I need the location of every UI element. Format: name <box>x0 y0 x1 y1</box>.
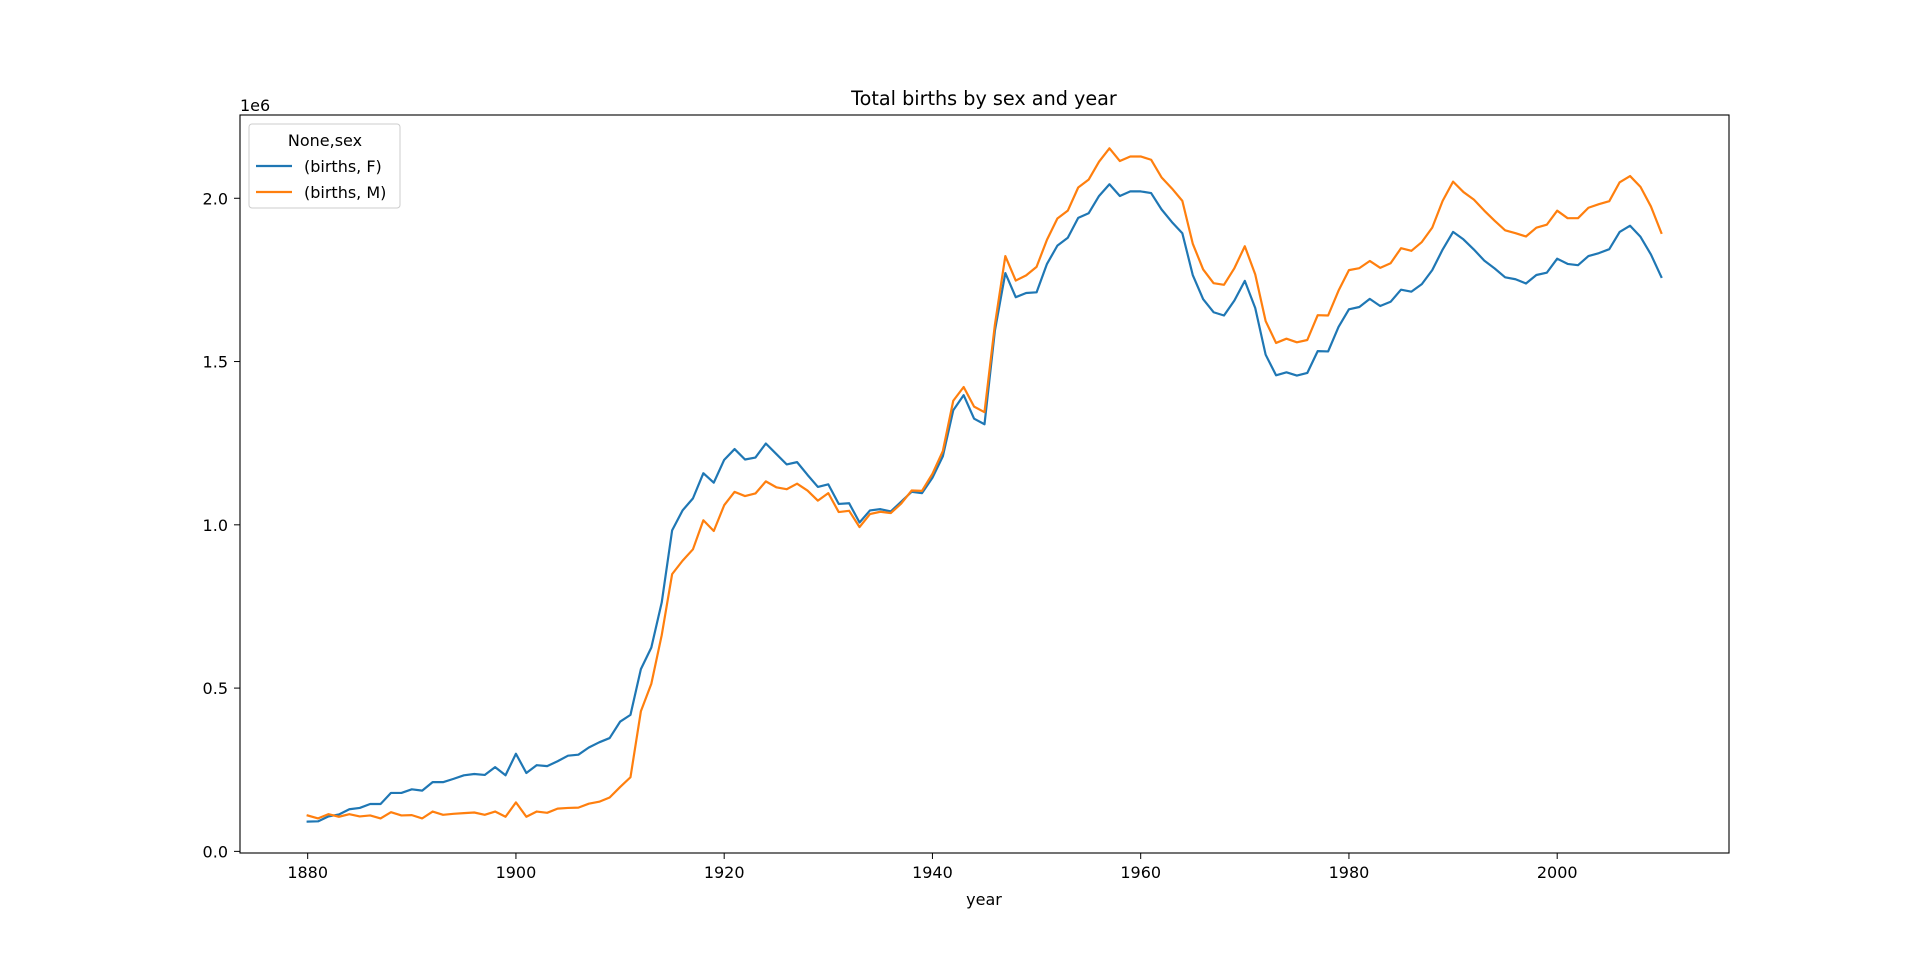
y-tick-label: 1.5 <box>203 353 228 372</box>
y-tick-label: 0.0 <box>203 842 228 861</box>
legend-label-births-m: (births, M) <box>304 183 386 202</box>
y-tick-labels: 0.0 0.5 1.0 1.5 2.0 <box>203 189 228 861</box>
legend-box <box>248 123 401 209</box>
series-layer <box>306 147 1663 823</box>
x-tick-label: 1900 <box>496 863 537 882</box>
chart-title: Total births by sex and year <box>850 87 1117 110</box>
plot-area-frame <box>239 114 1730 854</box>
x-tick-label: 2000 <box>1537 863 1578 882</box>
x-tick-labels: 1880 1900 1920 1940 1960 1980 2000 <box>287 863 1577 882</box>
y-offset-label: 1e6 <box>240 96 270 115</box>
legend-label-births-f: (births, F) <box>304 157 382 176</box>
x-tick-label: 1960 <box>1120 863 1161 882</box>
y-tick-label: 1.0 <box>203 516 228 535</box>
legend-title: None,sex <box>288 131 362 150</box>
x-tick-label: 1920 <box>704 863 745 882</box>
legend[interactable]: None,sex (births, F) (births, M) <box>248 123 401 209</box>
x-tick-label: 1880 <box>287 863 328 882</box>
x-tick-label: 1940 <box>912 863 953 882</box>
x-tick-label: 1980 <box>1329 863 1370 882</box>
series-line-births-m <box>306 147 1663 820</box>
y-tick-label: 2.0 <box>203 189 228 208</box>
y-tick-label: 0.5 <box>203 679 228 698</box>
x-axis-label: year <box>966 890 1002 909</box>
tick-layer <box>234 197 1558 859</box>
series-line-births-f <box>306 183 1663 823</box>
